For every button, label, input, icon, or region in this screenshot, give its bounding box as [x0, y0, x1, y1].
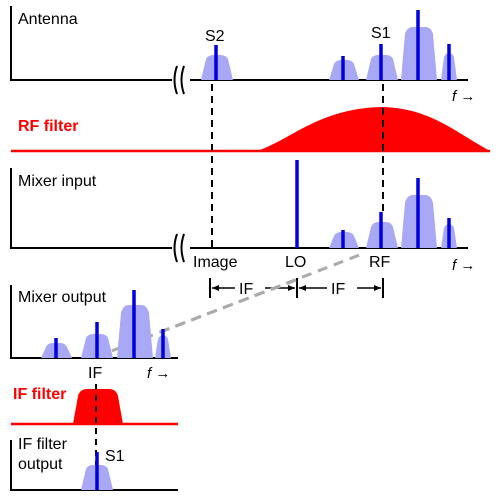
rf-filter-panel: RF filter: [11, 107, 490, 153]
if-axis-label: IF: [88, 365, 102, 382]
mixer-input-label: Mixer input: [18, 173, 97, 190]
if-filter-output-axis: [10, 440, 178, 491]
mixer-output-panel: Mixer output IF f →: [10, 285, 178, 382]
if-filter-output-s1-label: S1: [105, 448, 125, 465]
if-filter-output-label-line2: output: [18, 456, 63, 473]
rf-filter-response: [257, 107, 490, 151]
rf-label: RF: [369, 254, 391, 271]
mixer-input-frequency-label: f →: [452, 257, 475, 274]
axis-break-mark: [172, 232, 190, 264]
if-filter-response: [73, 389, 123, 424]
antenna-frequency-label: f →: [452, 88, 475, 105]
s1-label: S1: [371, 25, 391, 42]
axis-break-mark: [172, 64, 190, 96]
rf-filter-label: RF filter: [18, 118, 78, 135]
if-mapping-line-2: [159, 278, 297, 334]
lo-label: LO: [285, 254, 306, 271]
if-spacing-markers: IF IF: [209, 278, 384, 298]
if-spacing-label-1: IF: [239, 281, 253, 298]
s2-label: S2: [205, 28, 225, 45]
image-label: Image: [193, 254, 238, 271]
antenna-axis-left: [10, 6, 172, 81]
if-filter-panel: IF filter: [11, 386, 178, 426]
if-spacing-label-2: IF: [331, 281, 345, 298]
mixer-output-label: Mixer output: [18, 289, 107, 306]
if-filter-output-panel: IF filter output S1: [10, 436, 178, 491]
if-filter-label: IF filter: [13, 386, 66, 403]
antenna-panel: Antenna S2 S1 f →: [10, 6, 475, 105]
mixer-output-frequency-label: f →: [147, 365, 170, 382]
mixer-input-panel: Mixer input Image LO RF f →: [10, 160, 475, 274]
mixer-input-axis-left: [10, 168, 172, 249]
antenna-label: Antenna: [18, 11, 78, 28]
if-filter-output-label-line1: IF filter: [18, 436, 68, 453]
